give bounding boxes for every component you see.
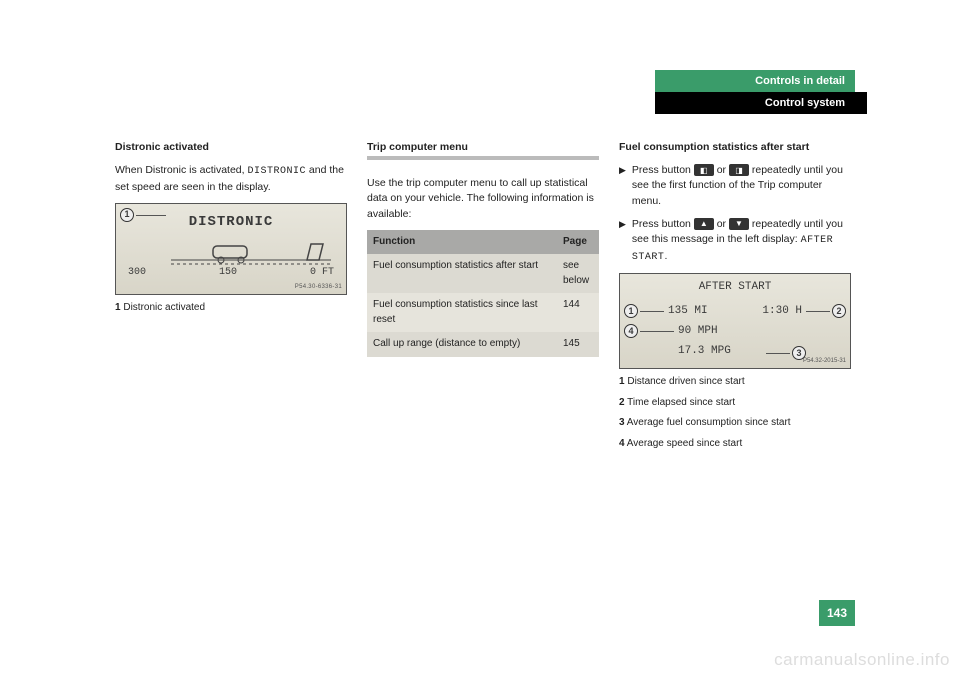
cell-func: Fuel consumption statistics after start [367, 254, 557, 293]
text: Press button [632, 218, 694, 230]
caption-text: Distronic activated [121, 302, 205, 313]
mpg-value: 17.3 MPG [678, 344, 731, 360]
cell-page: see below [557, 254, 599, 293]
afterstart-display: AFTER START 1 2 4 3 135 MI 1:30 H 90 MPH… [619, 273, 851, 369]
column-1: Distronic activated When Distronic is ac… [115, 140, 347, 451]
legend-text: Average fuel consumption since start [625, 417, 791, 428]
leader-line [640, 331, 674, 332]
distronic-display: 1 DISTRONIC 300 150 0 FT [115, 203, 347, 295]
step-2: ▶ Press button ▲ or ▼ repeatedly until y… [619, 217, 851, 265]
text: When Distronic is activated, [115, 164, 247, 176]
legend-item: 2 Time elapsed since start [619, 396, 851, 411]
step-text: Press button ▲ or ▼ repeatedly until you… [632, 217, 851, 265]
legend-text: Distance driven since start [625, 376, 745, 387]
table-header-row: Function Page [367, 230, 599, 255]
down-button-icon: ▼ [729, 218, 749, 230]
callout-1-icon: 1 [120, 208, 134, 222]
page-number: 143 [819, 600, 855, 626]
car-diagram [171, 238, 291, 264]
scale-value: 150 [219, 266, 237, 281]
col2-heading: Trip computer menu [367, 140, 599, 160]
cell-func: Call up range (distance to empty) [367, 332, 557, 357]
legend-text: Time elapsed since start [625, 397, 736, 408]
step-text: Press button ◧ or ◨ repeatedly until you… [632, 163, 851, 209]
miles-value: 135 MI [668, 304, 708, 320]
leader-line [766, 353, 790, 354]
text: or [714, 218, 729, 230]
scale-row: 300 150 0 FT [122, 266, 340, 281]
scale-value: 300 [128, 266, 146, 281]
text: Press button [632, 164, 694, 176]
legend-item: 1 Distance driven since start [619, 375, 851, 390]
mono-text: DISTRONIC [247, 166, 306, 177]
bullet-arrow-icon: ▶ [619, 218, 626, 265]
section-tab: Controls in detail [655, 70, 855, 92]
cell-page: 144 [557, 293, 599, 332]
leader-line [806, 311, 830, 312]
cell-func: Fuel consumption statistics since last r… [367, 293, 557, 332]
watermark: carmanualsonline.info [774, 650, 950, 670]
function-table: Function Page Fuel consumption statistic… [367, 230, 599, 357]
legend-item: 4 Average speed since start [619, 437, 851, 452]
legend-item: 3 Average fuel consumption since start [619, 416, 851, 431]
col2-para: Use the trip computer menu to call up st… [367, 176, 599, 222]
table-row: Fuel consumption statistics after start … [367, 254, 599, 293]
col1-heading: Distronic activated [115, 140, 347, 155]
display2-title: AFTER START [620, 274, 850, 296]
speed-value: 90 MPH [678, 324, 718, 340]
table-row: Fuel consumption statistics since last r… [367, 293, 599, 332]
th-page: Page [557, 230, 599, 255]
col3-heading: Fuel consumption statistics after start [619, 140, 851, 155]
column-3: Fuel consumption statistics after start … [619, 140, 851, 451]
columns: Distronic activated When Distronic is ac… [115, 140, 855, 451]
image-ref: P54.32-2015-31 [803, 357, 846, 366]
cell-page: 145 [557, 332, 599, 357]
bullet-arrow-icon: ▶ [619, 164, 626, 209]
scale-value: 0 FT [310, 266, 334, 281]
menu-right-button-icon: ◨ [729, 164, 749, 176]
column-2: Trip computer menu Use the trip computer… [367, 140, 599, 451]
leader-line [640, 311, 664, 312]
legend: 1 Distance driven since start 2 Time ela… [619, 375, 851, 451]
text: . [664, 250, 667, 262]
th-function: Function [367, 230, 557, 255]
table-row: Call up range (distance to empty) 145 [367, 332, 599, 357]
leader-line [136, 215, 166, 216]
col1-para: When Distronic is activated, DISTRONIC a… [115, 163, 347, 195]
header-tabs: Controls in detail Control system [655, 70, 855, 114]
callout-4-icon: 4 [624, 324, 638, 338]
callout-2-icon: 2 [832, 304, 846, 318]
caption-1: 1 Distronic activated [115, 301, 347, 316]
image-ref: P54.30-6336-31 [295, 283, 342, 292]
up-button-icon: ▲ [694, 218, 714, 230]
page-content: Controls in detail Control system Distro… [115, 70, 855, 451]
menu-left-button-icon: ◧ [694, 164, 714, 176]
time-value: 1:30 H [762, 304, 802, 320]
subsection-tab: Control system [655, 92, 855, 114]
text: or [714, 164, 729, 176]
legend-text: Average speed since start [625, 438, 743, 449]
step-1: ▶ Press button ◧ or ◨ repeatedly until y… [619, 163, 851, 209]
callout-1-icon: 1 [624, 304, 638, 318]
